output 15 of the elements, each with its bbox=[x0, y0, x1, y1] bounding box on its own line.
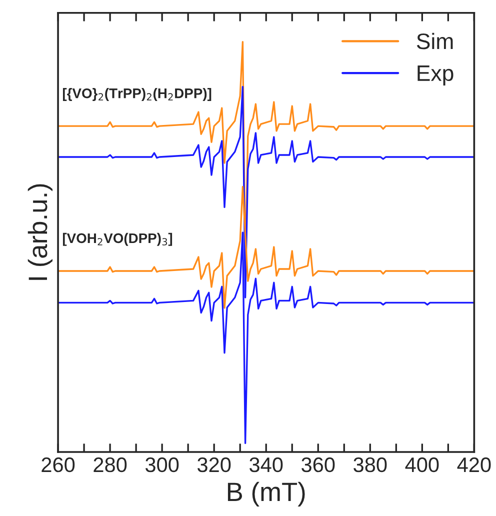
annotation: [{VO}$_{2}$(TrPP)$_{2}$(H$_{2}$DPP)] bbox=[62, 88, 212, 101]
legend-label: Sim bbox=[416, 32, 453, 50]
x-tick-label: 400 bbox=[405, 457, 439, 472]
x-tick-label: 300 bbox=[145, 457, 179, 472]
x-tick-label: 360 bbox=[302, 457, 335, 472]
y-axis-title: I (arb.u.) bbox=[28, 184, 52, 280]
legend-label: Exp bbox=[418, 66, 454, 86]
x-tick-label: 380 bbox=[354, 457, 387, 472]
annotation: [VOH$_{2}$VO(DPP)$_{3}$] bbox=[62, 232, 172, 246]
x-tick-label: 340 bbox=[250, 457, 283, 472]
x-tick-label: 420 bbox=[457, 457, 491, 472]
x-tick-label: 260 bbox=[42, 457, 75, 472]
x-axis-title: B (mT) bbox=[228, 482, 305, 506]
x-tick-label: 280 bbox=[94, 457, 127, 472]
x-tick-label: 320 bbox=[198, 457, 231, 472]
